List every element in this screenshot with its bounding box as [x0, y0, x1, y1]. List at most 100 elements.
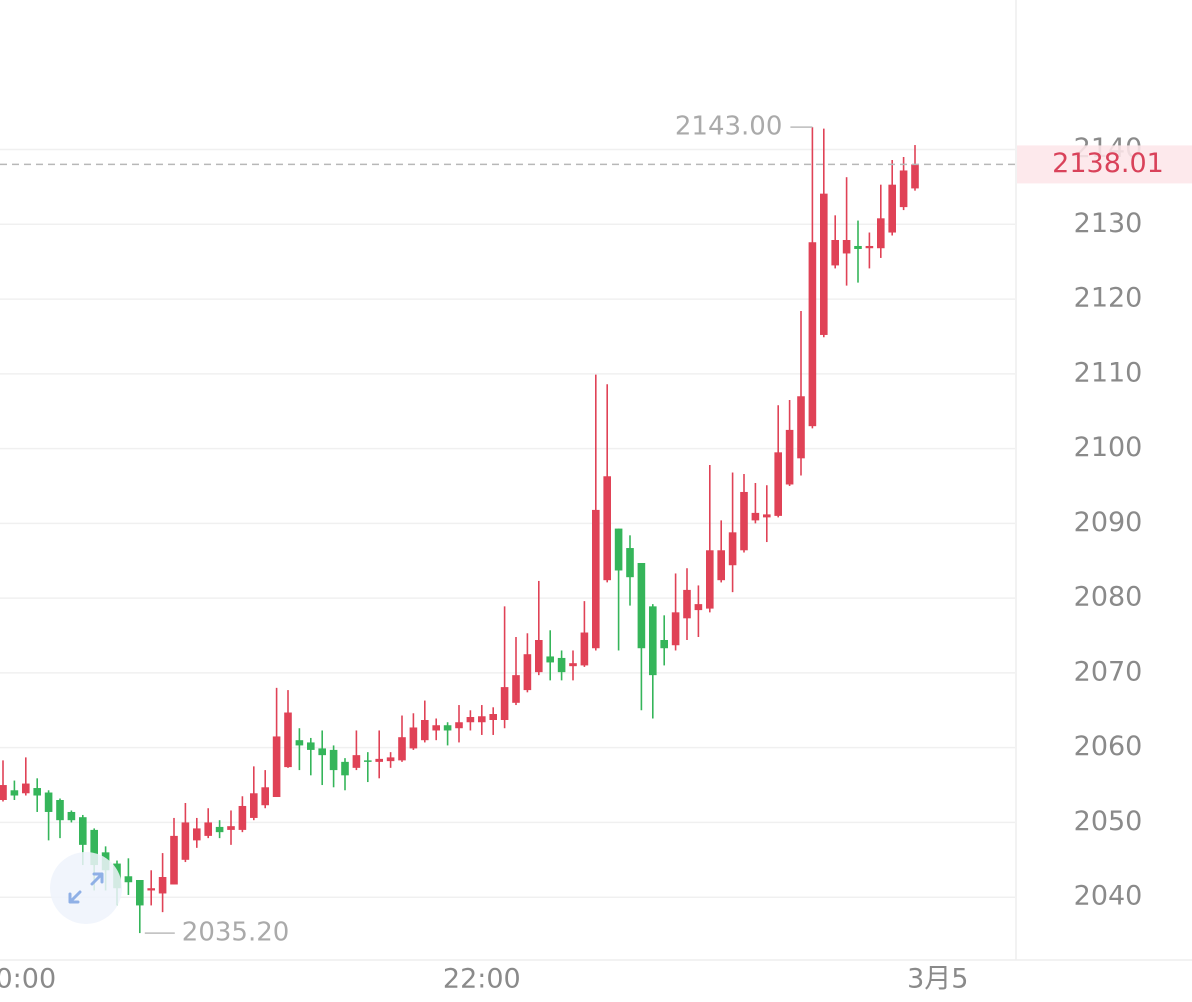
candle-body	[899, 170, 908, 208]
candle-body	[56, 800, 64, 821]
candle-body	[79, 817, 87, 845]
candle-body	[489, 714, 497, 720]
x-tick-label: 22:00	[443, 964, 521, 995]
candle-body	[386, 757, 395, 762]
overlay: 2143.00 2035.20 2138.01	[0, 112, 1192, 948]
candle-body	[455, 722, 463, 729]
candle-body	[694, 604, 703, 611]
candle-body	[261, 787, 269, 806]
candle-body	[329, 749, 338, 771]
candle-body	[854, 245, 862, 249]
candle-body	[295, 740, 304, 746]
candle-body	[808, 242, 817, 427]
candle-body	[842, 240, 851, 254]
candle-body	[466, 717, 475, 723]
candle-body	[443, 725, 452, 731]
candle-body	[147, 888, 155, 891]
y-tick-label: 2070	[1074, 656, 1143, 687]
candle-body	[706, 550, 714, 609]
candle-body	[512, 675, 520, 703]
candle-body	[307, 742, 315, 750]
candle-body	[158, 877, 167, 894]
candle-body	[432, 725, 440, 731]
candles	[0, 127, 919, 934]
candle-body	[535, 640, 543, 673]
y-tick-label: 2050	[1074, 806, 1143, 837]
candle-body	[831, 240, 839, 266]
candle-body	[22, 783, 30, 794]
last-price-label: 2138.01	[1052, 148, 1164, 179]
candle-body	[877, 218, 885, 249]
candle-body	[421, 720, 429, 741]
candle-body	[774, 452, 782, 516]
candle-body	[649, 606, 657, 676]
candle-body	[90, 829, 98, 866]
max-marker-label: 2143.00	[675, 112, 783, 142]
candle-body	[500, 687, 509, 720]
candle-body	[820, 193, 828, 335]
candle-body	[375, 758, 383, 762]
y-tick-label: 2120	[1074, 283, 1143, 314]
candle-body	[626, 548, 634, 578]
candle-body	[0, 785, 7, 800]
candle-body	[660, 640, 668, 649]
candle-body	[124, 876, 133, 883]
grid: 2040 2050 2060 2070 2080 2090 2100 2110 2120 2130…	[0, 133, 1143, 995]
candle-body	[181, 822, 190, 860]
candle-body	[398, 737, 406, 761]
candle-body	[44, 792, 53, 812]
candle-body	[580, 632, 589, 666]
candle-body	[170, 835, 178, 885]
expand-button[interactable]	[50, 852, 122, 924]
candle-body	[614, 528, 623, 571]
candle-body	[683, 589, 691, 619]
candle-body	[751, 512, 760, 521]
candle-body	[33, 788, 41, 796]
candle-body	[763, 514, 771, 518]
candle-body	[227, 826, 235, 830]
candle-body	[215, 826, 224, 833]
candle-body	[409, 727, 418, 749]
y-tick-label: 2060	[1074, 731, 1143, 762]
candle-body	[136, 880, 144, 906]
candle-body	[637, 562, 646, 649]
candle-body	[364, 760, 372, 762]
expand-button-bg[interactable]	[50, 852, 122, 924]
candle-body	[250, 793, 258, 818]
y-tick-label: 2040	[1074, 881, 1143, 912]
candle-body	[671, 612, 680, 646]
candle-body	[785, 429, 794, 485]
candle-body	[352, 755, 361, 768]
candle-body	[238, 805, 247, 830]
x-tick-label: 0:00	[0, 964, 56, 995]
candle-body	[204, 822, 212, 836]
x-tick-label: 3月5	[907, 964, 968, 995]
candle-body	[284, 712, 292, 768]
candle-body	[341, 761, 349, 776]
last-price-box	[1017, 145, 1192, 184]
candle-body	[546, 656, 554, 663]
candle-body	[797, 396, 805, 459]
y-tick-label: 2130	[1074, 208, 1143, 239]
candle-body	[717, 550, 725, 581]
candle-body	[569, 663, 577, 667]
candle-body	[911, 164, 919, 189]
candle-body	[478, 716, 486, 723]
candle-body	[318, 748, 326, 756]
min-marker-label: 2035.20	[182, 918, 290, 948]
candle-body	[728, 532, 737, 566]
candle-body	[523, 654, 532, 691]
candle-body	[740, 491, 748, 551]
candle-body	[865, 245, 874, 249]
candle-body	[67, 811, 76, 821]
candle-body	[557, 657, 566, 673]
candle-body	[272, 736, 281, 798]
y-tick-label: 2110	[1074, 357, 1143, 388]
candle-body	[10, 790, 19, 796]
expand-icon[interactable]	[68, 872, 104, 904]
y-tick-label: 2080	[1074, 582, 1143, 613]
candle-body	[603, 476, 611, 581]
candle-body	[193, 828, 201, 841]
y-tick-label: 2090	[1074, 507, 1143, 538]
